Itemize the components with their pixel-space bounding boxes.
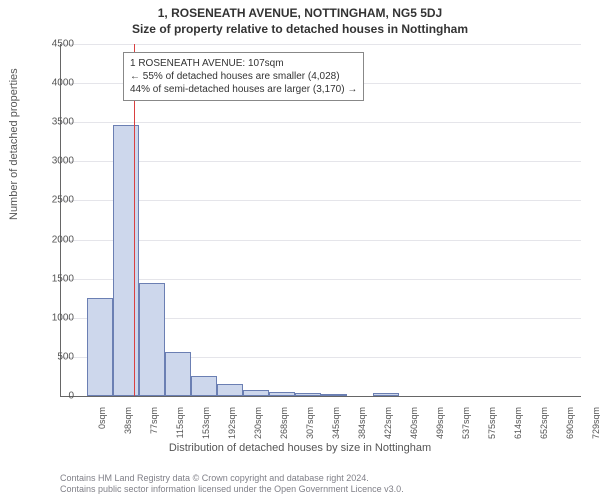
- gridline: [61, 122, 581, 123]
- annotation-line2: ← 55% of detached houses are smaller (4,…: [130, 70, 357, 83]
- histogram-bar: [191, 376, 217, 396]
- x-tick-label: 729sqm: [591, 407, 600, 452]
- histogram-bar: [113, 125, 139, 396]
- histogram-bar: [243, 390, 269, 396]
- y-tick-label: 3000: [34, 156, 74, 167]
- chart-container: 1, ROSENEATH AVENUE, NOTTINGHAM, NG5 5DJ…: [0, 0, 600, 500]
- gridline: [61, 279, 581, 280]
- footer-line2: Contains public sector information licen…: [60, 484, 404, 496]
- chart-title-line2: Size of property relative to detached ho…: [0, 20, 600, 36]
- x-tick-label: 690sqm: [565, 407, 575, 452]
- gridline: [61, 200, 581, 201]
- footer-attribution: Contains HM Land Registry data © Crown c…: [60, 473, 404, 496]
- gridline: [61, 240, 581, 241]
- histogram-bar: [87, 298, 113, 396]
- x-tick-label: 192sqm: [227, 407, 237, 452]
- y-tick-label: 0: [34, 391, 74, 402]
- x-tick-label: 345sqm: [331, 407, 341, 452]
- gridline: [61, 44, 581, 45]
- x-tick-label: 307sqm: [305, 407, 315, 452]
- y-tick-label: 4000: [34, 78, 74, 89]
- x-tick-label: 499sqm: [435, 407, 445, 452]
- histogram-bar: [165, 352, 191, 396]
- histogram-bar: [373, 393, 399, 396]
- x-tick-label: 153sqm: [201, 407, 211, 452]
- annotation-line3: 44% of semi-detached houses are larger (…: [130, 83, 357, 96]
- x-tick-label: 614sqm: [513, 407, 523, 452]
- gridline: [61, 161, 581, 162]
- histogram-bar: [269, 392, 295, 396]
- histogram-bar: [321, 394, 347, 396]
- y-axis-label: Number of detached properties: [8, 68, 20, 220]
- y-tick-label: 500: [34, 351, 74, 362]
- x-tick-label: 652sqm: [539, 407, 549, 452]
- annotation-box: 1 ROSENEATH AVENUE: 107sqm← 55% of detac…: [123, 52, 364, 101]
- histogram-bar: [139, 283, 165, 396]
- x-tick-label: 460sqm: [409, 407, 419, 452]
- x-tick-label: 38sqm: [123, 407, 133, 452]
- chart-title-line1: 1, ROSENEATH AVENUE, NOTTINGHAM, NG5 5DJ: [0, 0, 600, 20]
- x-tick-label: 422sqm: [383, 407, 393, 452]
- x-tick-label: 77sqm: [149, 407, 159, 452]
- annotation-line1: 1 ROSENEATH AVENUE: 107sqm: [130, 57, 357, 70]
- plot-area: 1 ROSENEATH AVENUE: 107sqm← 55% of detac…: [60, 44, 581, 397]
- x-tick-label: 575sqm: [487, 407, 497, 452]
- x-tick-label: 0sqm: [97, 407, 107, 452]
- x-tick-label: 230sqm: [253, 407, 263, 452]
- y-tick-label: 3500: [34, 117, 74, 128]
- x-tick-label: 537sqm: [461, 407, 471, 452]
- x-tick-label: 268sqm: [279, 407, 289, 452]
- x-axis-label: Distribution of detached houses by size …: [0, 442, 600, 454]
- histogram-bar: [217, 384, 243, 396]
- y-tick-label: 4500: [34, 39, 74, 50]
- y-tick-label: 1500: [34, 273, 74, 284]
- y-tick-label: 2000: [34, 234, 74, 245]
- y-tick-label: 2500: [34, 195, 74, 206]
- y-tick-label: 1000: [34, 312, 74, 323]
- x-tick-label: 384sqm: [357, 407, 367, 452]
- footer-line1: Contains HM Land Registry data © Crown c…: [60, 473, 404, 485]
- histogram-bar: [295, 393, 321, 396]
- x-tick-label: 115sqm: [175, 407, 185, 452]
